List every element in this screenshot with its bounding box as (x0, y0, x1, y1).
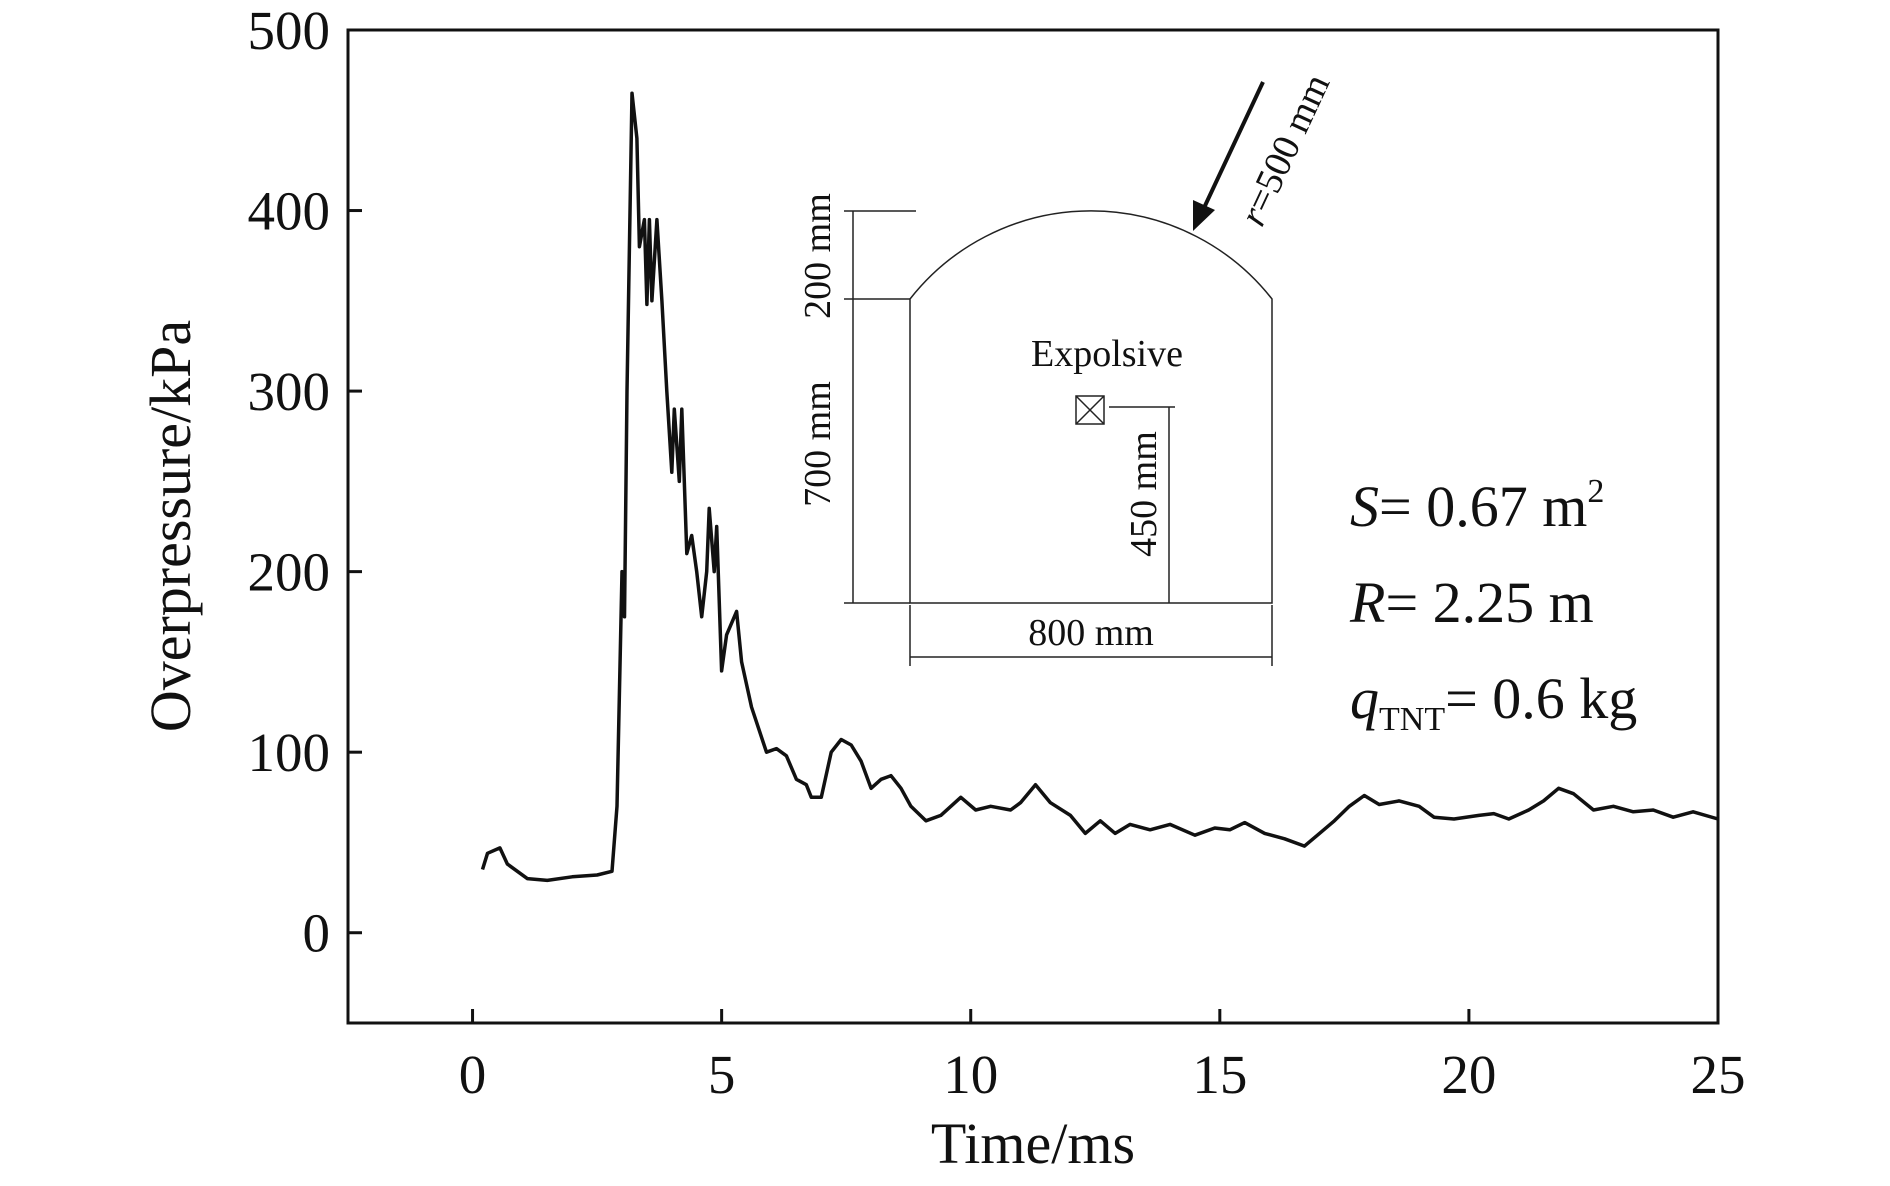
annotation-symbol: q (1350, 666, 1379, 731)
total-height-label: 700 mm (797, 381, 839, 507)
annotation: S= 0.67 m2 (1350, 473, 1604, 539)
y-tick-label: 500 (248, 0, 331, 61)
annotation-text: = 0.67 m (1379, 474, 1587, 539)
annotation-text: = 2.25 m (1385, 570, 1593, 635)
charge-height-label: 450 mm (1123, 431, 1165, 557)
explosive-cross (1075, 395, 1105, 425)
charge-dimension (1109, 406, 1175, 603)
explosive-box (1075, 395, 1105, 425)
annotation-symbol: S (1350, 474, 1379, 539)
x-axis-label: Time/ms (931, 1111, 1135, 1176)
y-tick-label: 0 (303, 903, 331, 964)
x-tick-label: 10 (943, 1044, 998, 1105)
y-tick-label: 400 (248, 181, 331, 242)
plot-frame (346, 28, 1720, 1025)
radius-arrowhead (1193, 200, 1215, 231)
inset-diagram: Expolsive 200 mm 700 mm 450 mm 800 mm r=… (797, 68, 1338, 666)
annotation-text: = 0.6 kg (1445, 666, 1637, 731)
width-label: 800 mm (1028, 612, 1154, 654)
y-tick-label: 100 (248, 722, 331, 783)
radius-arrow (1201, 81, 1265, 211)
y-tick-label: 200 (248, 542, 331, 603)
annotation-subscript: TNT (1379, 701, 1445, 738)
x-tick-label: 5 (708, 1044, 736, 1105)
x-tick-label: 20 (1441, 1044, 1496, 1105)
radius-label: r=500 mm (1232, 68, 1338, 232)
radius-text: =500 mm (1238, 68, 1338, 219)
annotation: R= 2.25 m (1349, 570, 1594, 635)
height-dimension (844, 210, 916, 604)
width-dimension (909, 605, 1273, 666)
explosive-label: Expolsive (1031, 333, 1183, 375)
x-tick-label: 15 (1192, 1044, 1247, 1105)
x-tick-label: 0 (459, 1044, 487, 1105)
y-axis-label: Overpressure/kPa (138, 320, 203, 732)
tunnel-outline (909, 210, 1273, 604)
data-line (480, 91, 1719, 883)
y-tick-label: 300 (248, 361, 331, 422)
x-tick-label: 25 (1691, 1044, 1746, 1105)
annotation: qTNT= 0.6 kg (1350, 666, 1637, 738)
annotation-superscript: 2 (1587, 473, 1604, 510)
annotation-symbol: R (1349, 570, 1385, 635)
arc-height-label: 200 mm (797, 193, 839, 319)
